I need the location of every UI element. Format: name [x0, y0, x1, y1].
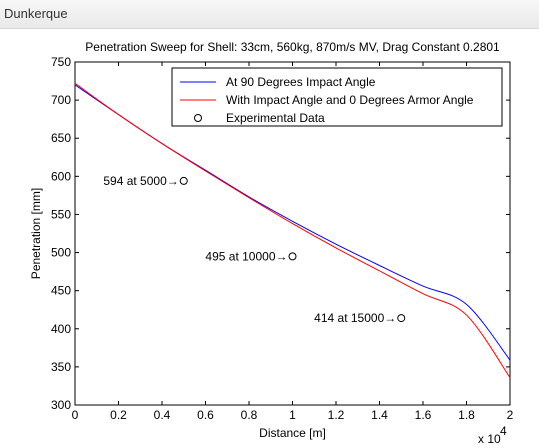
- y-tick-label: 750: [51, 55, 71, 69]
- y-tick-label: 500: [51, 246, 71, 260]
- x-tick-label: 1.4: [371, 408, 388, 422]
- experimental-point: [179, 176, 188, 185]
- x-tick-label: 2: [507, 408, 514, 422]
- y-tick-label: 450: [51, 284, 71, 298]
- penetration-chart: 0 0.2 0.4 0.6 0.8 1 1.2 1.4 1.6 1.8 2 300 350 400 450 5…: [29, 40, 514, 446]
- experimental-annotation: 414 at 15000→: [314, 311, 396, 325]
- experimental-annotation: 594 at 5000→: [103, 174, 178, 188]
- y-tick-label: 650: [51, 131, 71, 145]
- y-tick-label: 700: [51, 93, 71, 107]
- x-tick-label: 1.2: [328, 408, 345, 422]
- x-tick-label: 0.6: [197, 408, 214, 422]
- y-tick-label: 550: [51, 207, 71, 221]
- y-axis-label: Penetration [mm]: [29, 188, 43, 279]
- x-tick-label: 0.4: [154, 408, 171, 422]
- x-tick-label: 1.8: [458, 408, 475, 422]
- x-tick-label: 1: [289, 408, 296, 422]
- legend-label-experimental: Experimental Data: [226, 111, 325, 125]
- window-title: Dunkerque: [4, 6, 68, 21]
- figure-area: 0 0.2 0.4 0.6 0.8 1 1.2 1.4 1.6 1.8 2 300 350 400 450 5…: [0, 29, 539, 448]
- x-multiplier-exponent: 4: [500, 424, 507, 438]
- x-axis-label: Distance [m]: [259, 426, 326, 440]
- x-multiplier-label: x 10: [478, 432, 501, 446]
- legend-label-1: At 90 Degrees Impact Angle: [226, 75, 376, 89]
- window-titlebar: Dunkerque: [0, 0, 539, 29]
- x-tick-label: 0: [72, 408, 79, 422]
- experimental-point: [288, 252, 297, 261]
- legend-box: [171, 67, 503, 127]
- y-tick-label: 400: [51, 322, 71, 336]
- y-tick-label: 600: [51, 169, 71, 183]
- legend-marker-experimental: [194, 114, 202, 122]
- y-tick-label: 300: [51, 398, 71, 412]
- legend-label-2: With Impact Angle and 0 Degrees Armor An…: [226, 93, 474, 107]
- experimental-point: [397, 314, 406, 323]
- chart-title: Penetration Sweep for Shell: 33cm, 560kg…: [85, 40, 500, 54]
- x-tick-label: 0.8: [241, 408, 258, 422]
- experimental-annotation: 495 at 10000→: [205, 249, 287, 263]
- x-tick-label: 0.2: [110, 408, 127, 422]
- x-tick-label: 1.6: [415, 408, 432, 422]
- y-tick-label: 350: [51, 360, 71, 374]
- series-line-2: [74, 82, 511, 378]
